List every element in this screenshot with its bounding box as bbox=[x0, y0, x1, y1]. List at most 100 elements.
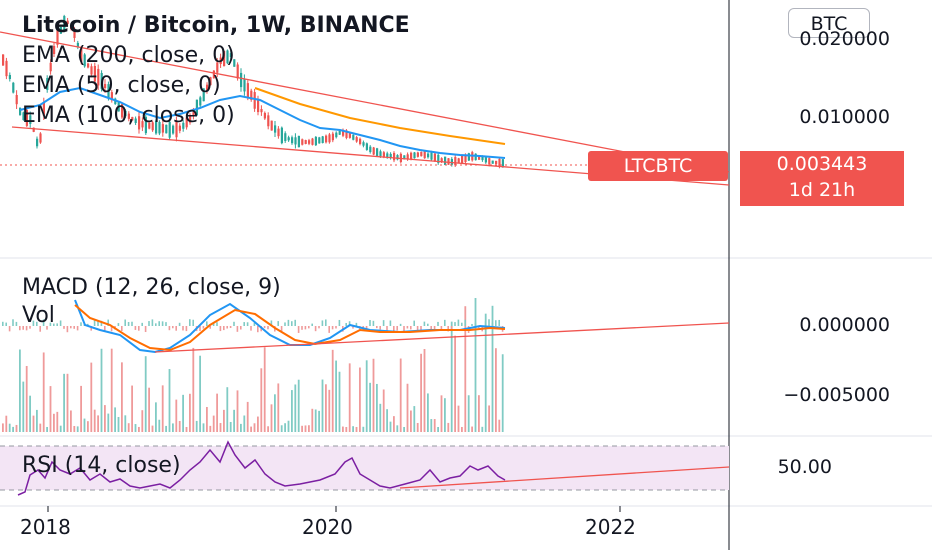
macd-histogram-bar bbox=[352, 326, 354, 329]
volume-bar bbox=[19, 349, 21, 432]
volume-bar bbox=[311, 408, 314, 432]
macd-histogram-bar bbox=[178, 322, 181, 326]
candle-body bbox=[467, 153, 470, 161]
candle-body bbox=[90, 66, 93, 75]
macd-histogram-bar bbox=[206, 321, 208, 326]
macd-histogram-bar bbox=[389, 320, 392, 326]
macd-histogram-bar bbox=[379, 326, 381, 330]
macd-histogram-bar bbox=[212, 322, 215, 326]
x-label-2018: 2018 bbox=[20, 515, 71, 539]
volume-bar bbox=[246, 401, 249, 432]
macd-legend[interactable]: MACD (12, 26, close, 9) bbox=[22, 275, 281, 300]
volume-bar bbox=[124, 415, 127, 432]
volume-bar bbox=[212, 415, 215, 432]
volume-bar bbox=[471, 426, 473, 432]
candle-body bbox=[226, 50, 229, 64]
candle-body bbox=[498, 158, 501, 167]
volume-bar bbox=[427, 393, 429, 432]
candle-body bbox=[124, 110, 127, 117]
volume-bar bbox=[233, 409, 235, 432]
candle-body bbox=[342, 129, 345, 136]
candle-body bbox=[447, 158, 450, 165]
macd-histogram bbox=[2, 319, 504, 333]
macd-histogram-bar bbox=[131, 321, 133, 326]
volume-bar bbox=[25, 365, 28, 432]
chart-title[interactable]: Litecoin / Bitcoin, 1W, BINANCE bbox=[22, 13, 410, 38]
volume-bar bbox=[253, 423, 256, 432]
macd-histogram-bar bbox=[416, 326, 419, 332]
candle-body bbox=[263, 112, 266, 119]
macd-histogram-bar bbox=[294, 319, 296, 326]
macd-histogram-bar bbox=[372, 320, 375, 326]
vol-legend[interactable]: Vol bbox=[22, 303, 55, 328]
volume-bar bbox=[495, 348, 497, 432]
volume-bar bbox=[216, 393, 218, 432]
volume-bar bbox=[76, 426, 79, 432]
bar-countdown: 1d 21h bbox=[788, 179, 856, 201]
candle-body bbox=[304, 140, 307, 144]
candle-body bbox=[420, 151, 423, 157]
macd-histogram-bar bbox=[423, 321, 426, 326]
candle-body bbox=[267, 115, 270, 127]
candle-body bbox=[172, 125, 175, 134]
candle-body bbox=[219, 57, 222, 65]
macd-histogram-bar bbox=[168, 326, 171, 331]
volume-bar bbox=[42, 352, 45, 432]
candle-body bbox=[491, 160, 494, 164]
candle-body bbox=[379, 151, 382, 157]
macd-histogram-bar bbox=[399, 323, 402, 326]
candle-body bbox=[165, 124, 168, 134]
currency-button[interactable]: BTC bbox=[788, 8, 870, 38]
candle-body bbox=[359, 138, 362, 145]
macd-histogram-bar bbox=[97, 321, 99, 326]
macd-histogram-bar bbox=[19, 326, 21, 331]
macd-histogram-bar bbox=[328, 326, 330, 333]
macd-histogram-bar bbox=[427, 323, 429, 326]
volume-bar bbox=[423, 349, 426, 432]
macd-histogram-bar bbox=[393, 326, 395, 333]
macd-histogram-bar bbox=[277, 321, 279, 326]
volume-bar bbox=[345, 426, 348, 432]
candle-body bbox=[481, 157, 484, 161]
volume-bar bbox=[403, 426, 405, 432]
macd-histogram-bar bbox=[216, 322, 218, 326]
ema-50-legend[interactable]: EMA (50, close, 0) bbox=[22, 73, 221, 98]
candle-body bbox=[46, 78, 49, 90]
volume-bar bbox=[206, 406, 208, 432]
candle-body bbox=[15, 94, 18, 105]
volume-bar bbox=[90, 362, 93, 432]
last-price-tag: 0.003443 1d 21h bbox=[740, 151, 904, 206]
candle-body bbox=[148, 122, 151, 129]
candle-body bbox=[270, 120, 273, 131]
candle-body bbox=[335, 132, 338, 138]
macd-histogram-bar bbox=[464, 319, 466, 326]
macd-histogram-bar bbox=[369, 320, 371, 326]
volume-bars bbox=[2, 298, 504, 432]
volume-bar bbox=[406, 383, 409, 432]
macd-histogram-bar bbox=[287, 319, 290, 326]
candle-body bbox=[250, 90, 253, 100]
macd-histogram-bar bbox=[365, 326, 368, 329]
rsi-legend[interactable]: RSI (14, close) bbox=[22, 453, 181, 478]
volume-bar bbox=[308, 425, 310, 432]
macd-histogram-bar bbox=[226, 326, 228, 329]
ema-100-legend[interactable]: EMA (100, close, 0) bbox=[22, 103, 235, 128]
macd-histogram-bar bbox=[355, 322, 358, 326]
volume-bar bbox=[15, 424, 18, 432]
candle-body bbox=[410, 152, 413, 160]
candle-body bbox=[36, 138, 39, 147]
macd-histogram-bar bbox=[291, 321, 293, 326]
volume-bar bbox=[420, 353, 422, 432]
x-label-2022: 2022 bbox=[585, 515, 636, 539]
candle-body bbox=[209, 77, 212, 86]
macd-histogram-bar bbox=[2, 321, 4, 326]
volume-bar bbox=[331, 349, 334, 432]
ema-200-legend[interactable]: EMA (200, close, 0) bbox=[22, 43, 235, 68]
candle-body bbox=[59, 27, 62, 34]
macd-histogram-bar bbox=[420, 326, 422, 331]
volume-bar bbox=[301, 425, 303, 432]
candle-body bbox=[107, 84, 110, 99]
candle-body bbox=[328, 134, 331, 143]
volume-bar bbox=[379, 403, 382, 432]
